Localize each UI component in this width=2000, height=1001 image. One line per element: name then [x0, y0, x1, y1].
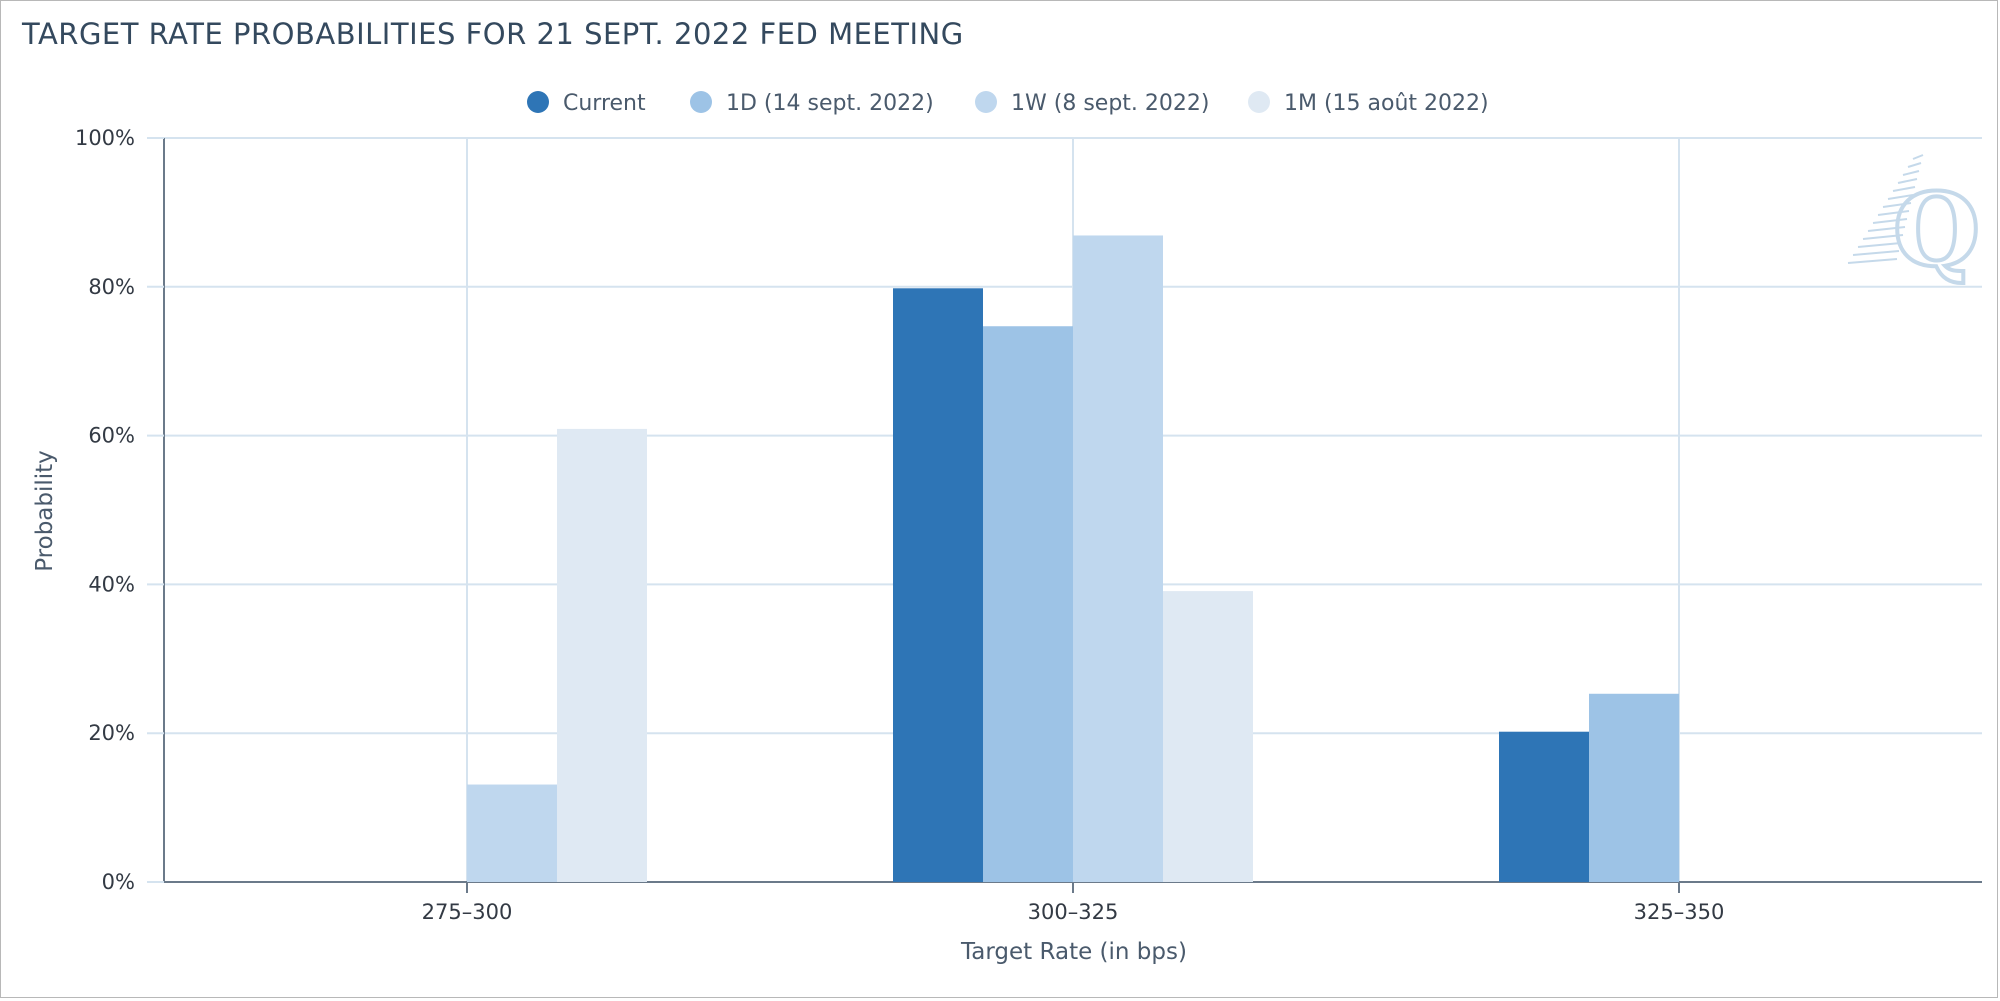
watermark-stroke [1862, 234, 1904, 240]
watermark-stroke [1857, 242, 1902, 248]
bar-325-350-series-0[interactable] [1499, 731, 1589, 882]
y-tick-label: 80% [88, 275, 135, 299]
watermark-stroke [1887, 194, 1914, 200]
y-axis-title: Probability [32, 450, 58, 572]
watermark-stroke [1847, 258, 1898, 264]
legend-item[interactable]: 1M (15 août 2022) [1248, 91, 1489, 116]
bar-275-300-series-2[interactable] [467, 784, 557, 882]
legend-label: 1M (15 août 2022) [1284, 91, 1489, 116]
watermark-stroke [1892, 186, 1916, 192]
legend-label: 1W (8 sept. 2022) [1011, 91, 1209, 116]
bar-325-350-series-1[interactable] [1589, 693, 1679, 882]
legend-marker [975, 91, 997, 113]
watermark-stroke [1897, 178, 1918, 184]
legend-marker [527, 91, 549, 113]
x-axis-title: Target Rate (in bps) [960, 939, 1187, 965]
x-axis-ticks: 275–300 300–325 325–350 [422, 882, 1725, 924]
legend-marker [1248, 91, 1270, 113]
legend-marker [690, 91, 712, 113]
bar-275-300-series-3[interactable] [557, 428, 647, 882]
y-tick-label: 20% [88, 721, 135, 745]
bar-300-325-series-0[interactable] [893, 288, 983, 883]
x-tick-label: 325–350 [1634, 900, 1725, 924]
legend-item[interactable]: Current [527, 91, 646, 116]
y-tick-label: 0% [102, 870, 135, 894]
watermark-stroke [1882, 202, 1912, 208]
watermark-stroke [1867, 226, 1906, 232]
bar-300-325-series-1[interactable] [983, 326, 1073, 882]
watermark-stroke [1902, 170, 1920, 176]
legend-label: 1D (14 sept. 2022) [726, 91, 934, 116]
bar-300-325-series-3[interactable] [1163, 591, 1253, 882]
bars [467, 235, 1679, 883]
y-axis-ticks: 0% 20% 40% 60% 80% 100% [75, 126, 164, 894]
chart-title: TARGET RATE PROBABILITIES FOR 21 SEPT. 2… [21, 17, 964, 51]
watermark-letter: Q [1893, 171, 1980, 289]
q-logo-icon: Q [1847, 154, 1982, 291]
legend-item[interactable]: 1W (8 sept. 2022) [975, 91, 1209, 116]
y-tick-label: 60% [88, 424, 135, 448]
watermark-stroke [1872, 218, 1908, 224]
legend-item[interactable]: 1D (14 sept. 2022) [690, 91, 934, 116]
bar-300-325-series-2[interactable] [1073, 235, 1163, 883]
watermark-stroke [1852, 250, 1900, 256]
watermark-stroke [1912, 154, 1924, 160]
y-tick-label: 40% [88, 572, 135, 596]
watermark-stroke [1877, 210, 1910, 216]
legend: Current 1D (14 sept. 2022) 1W (8 sept. 202… [527, 91, 1489, 116]
legend-label: Current [563, 91, 646, 116]
x-tick-label: 300–325 [1028, 900, 1119, 924]
x-tick-label: 275–300 [422, 900, 513, 924]
watermark-stroke [1907, 162, 1922, 168]
y-tick-label: 100% [75, 126, 135, 150]
